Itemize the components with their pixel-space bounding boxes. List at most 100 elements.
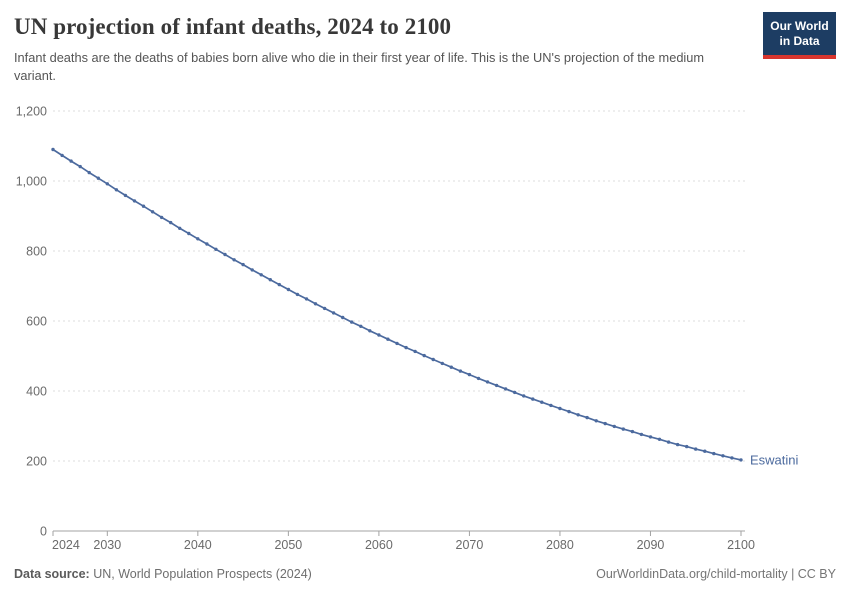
x-axis-tick-label: 2100 (727, 538, 755, 552)
x-axis-tick-label: 2080 (546, 538, 574, 552)
x-axis-tick-label: 2040 (184, 538, 212, 552)
data-line-eswatini[interactable] (52, 148, 742, 461)
data-point (576, 413, 580, 417)
data-point (341, 315, 345, 320)
data-source-note: Data source: UN, World Population Prospe… (14, 567, 312, 581)
y-axis-tick-label: 1,200 (16, 105, 47, 119)
data-point (440, 361, 444, 366)
data-point (205, 242, 209, 246)
data-point (322, 306, 327, 311)
data-point (730, 456, 734, 460)
data-point (150, 210, 155, 214)
owid-logo-line1: Our World (770, 19, 829, 33)
data-point (350, 320, 354, 324)
y-axis-tick-label: 800 (26, 245, 47, 259)
data-point (449, 365, 453, 369)
data-point (540, 400, 544, 404)
y-axis-tick-label: 400 (26, 385, 47, 399)
x-axis-tick-label: 2060 (365, 538, 393, 552)
y-axis-tick-label: 600 (26, 315, 47, 329)
data-point (214, 247, 218, 251)
data-point (630, 429, 635, 434)
data-point (69, 159, 73, 163)
data-point (359, 324, 363, 328)
data-point (431, 357, 435, 362)
chart-subtitle: Infant deaths are the deaths of babies b… (14, 50, 705, 84)
y-axis-tick-label: 200 (26, 455, 47, 469)
data-point (377, 333, 381, 337)
data-point (666, 440, 671, 444)
data-point (422, 353, 426, 358)
data-point (513, 390, 517, 395)
data-point (648, 435, 653, 439)
data-point (522, 394, 526, 398)
data-point (675, 442, 680, 447)
chart-header: UN projection of infant deaths, 2024 to … (14, 12, 836, 85)
data-point (241, 262, 245, 267)
data-point (404, 345, 408, 350)
data-point (331, 311, 336, 315)
data-point (123, 193, 128, 198)
data-point (585, 415, 589, 420)
data-point (60, 153, 64, 158)
data-point (531, 397, 535, 401)
data-point (685, 444, 689, 449)
data-point (87, 170, 91, 175)
data-point (621, 427, 625, 431)
data-point (603, 421, 607, 426)
data-source-value: UN, World Population Prospects (2024) (89, 567, 312, 581)
data-point (159, 215, 164, 220)
x-axis-tick-label: 2090 (637, 538, 665, 552)
data-point (51, 147, 55, 152)
data-point (739, 458, 743, 462)
data-point (549, 403, 553, 408)
data-point (114, 188, 119, 192)
data-point (467, 372, 472, 377)
data-point (295, 292, 300, 297)
chart-plot-area[interactable]: 0 200 400 600 800 1,000 1,200 2024 2030 2040 2050 2… (0, 95, 850, 565)
data-point (594, 419, 598, 423)
data-point (313, 302, 318, 306)
x-axis-tick-label: 2070 (456, 538, 484, 552)
data-point (395, 341, 399, 346)
data-point (494, 383, 499, 388)
data-point (386, 337, 390, 341)
data-point (476, 376, 481, 381)
data-point (612, 424, 616, 429)
owid-logo[interactable]: Our World in Data (763, 12, 836, 59)
data-point (141, 204, 146, 208)
data-point (368, 329, 372, 333)
data-point (639, 432, 644, 437)
data-point (721, 454, 725, 458)
data-point (169, 220, 173, 225)
data-point (558, 406, 562, 411)
data-point (694, 447, 698, 451)
data-point (503, 387, 508, 391)
data-point (703, 449, 707, 453)
data-point (132, 199, 137, 203)
data-point (458, 369, 463, 373)
data-point (286, 287, 291, 292)
y-axis-tick-label: 0 (40, 525, 47, 539)
data-point (250, 268, 254, 272)
data-source-label: Data source: (14, 567, 90, 581)
owid-url-link[interactable]: OurWorldinData.org/child-mortality | CC … (596, 567, 836, 581)
data-point (259, 273, 263, 277)
data-point (268, 278, 272, 282)
data-point (178, 226, 182, 230)
y-axis-tick-label: 1,000 (16, 175, 47, 189)
data-point (567, 409, 571, 414)
data-point (657, 437, 662, 441)
data-point (232, 258, 236, 262)
data-point (712, 451, 716, 456)
x-axis-tick-label: 2024 (52, 538, 80, 552)
data-point (96, 176, 101, 180)
data-point (277, 282, 281, 287)
data-point (413, 349, 417, 354)
data-point (187, 231, 191, 236)
owid-logo-line2: in Data (779, 34, 820, 48)
data-point (78, 164, 82, 169)
data-point (304, 297, 309, 301)
x-axis-tick-label: 2030 (93, 538, 121, 552)
